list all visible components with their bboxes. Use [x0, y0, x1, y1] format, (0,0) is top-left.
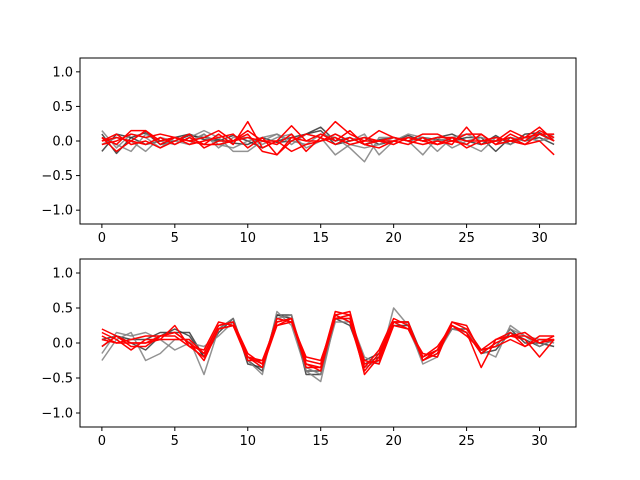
x-tick-label: 15 — [312, 231, 329, 246]
series-line-9 — [101, 133, 555, 153]
x-tick-label: 15 — [312, 434, 329, 449]
x-tick-label: 10 — [239, 231, 256, 246]
x-tick-label: 30 — [531, 434, 548, 449]
y-tick-label: −0.5 — [41, 169, 73, 184]
x-tick-label: 25 — [458, 434, 475, 449]
y-tick-label: 0.5 — [52, 100, 73, 115]
x-tick-label: 0 — [98, 434, 106, 449]
series-line-8 — [101, 314, 555, 369]
x-tick-label: 20 — [385, 231, 402, 246]
y-tick-label: −1.0 — [41, 407, 73, 422]
y-tick-label: 0.0 — [52, 337, 73, 352]
y-tick-label: 1.0 — [52, 267, 73, 282]
y-tick-label: 1.0 — [52, 65, 73, 80]
x-tick-label: 5 — [171, 231, 179, 246]
y-tick-label: −0.5 — [41, 372, 73, 387]
x-tick-label: 5 — [171, 434, 179, 449]
series-line-8 — [101, 129, 555, 156]
series-group — [101, 120, 555, 163]
x-tick-label: 25 — [458, 231, 475, 246]
x-tick-label: 0 — [98, 231, 106, 246]
y-tick-label: 0.5 — [52, 302, 73, 317]
x-tick-label: 20 — [385, 434, 402, 449]
y-tick-label: 0.0 — [52, 135, 73, 150]
series-group — [101, 307, 555, 383]
x-tick-label: 10 — [239, 434, 256, 449]
y-tick-label: −1.0 — [41, 204, 73, 219]
subplot-bottom: 0 5 10 15 20 25 30 −1.0 −0.5 0.0 0.5 1.0 — [41, 258, 577, 449]
x-tick-label: 30 — [531, 231, 548, 246]
subplot-top: 0 5 10 15 20 25 30 −1.0 −0.5 0.0 0.5 1.0 — [41, 57, 577, 246]
series-line-7 — [101, 129, 555, 156]
